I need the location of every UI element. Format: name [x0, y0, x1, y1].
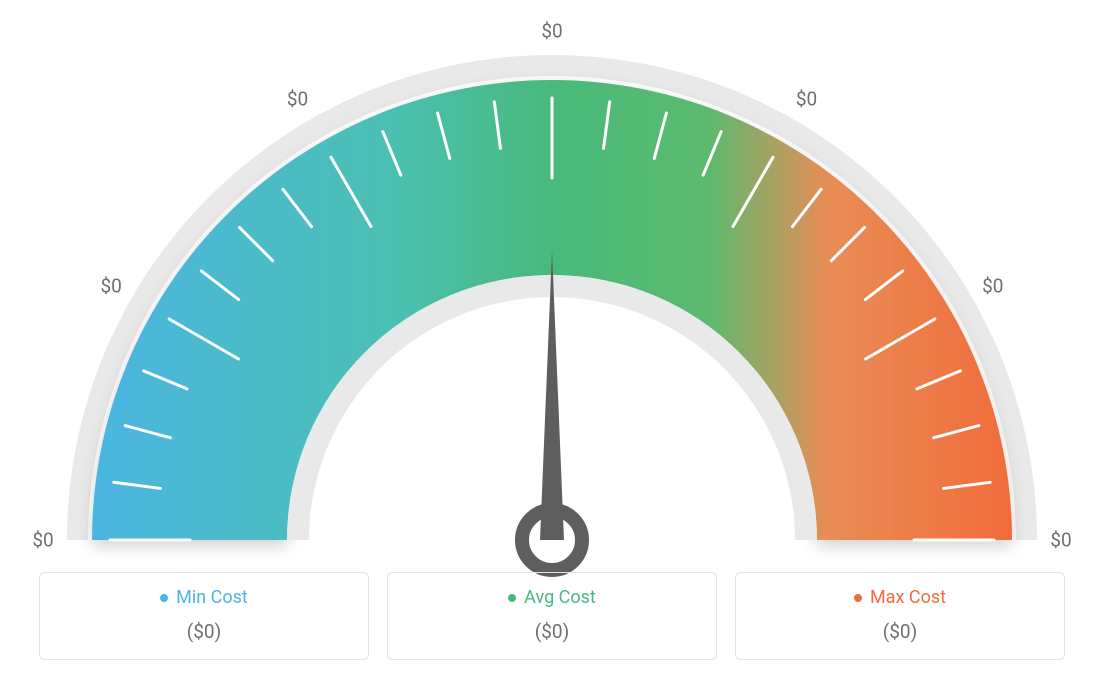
- legend-title-avg: Avg Cost: [508, 587, 596, 608]
- legend-dot-icon: [160, 594, 168, 602]
- legend-title-min: Min Cost: [160, 587, 248, 608]
- gauge-chart: $0 $0 $0 $0 $0 $0 $0: [32, 20, 1072, 560]
- legend-dot-icon: [854, 594, 862, 602]
- legend-card-avg: Avg Cost ($0): [387, 572, 717, 661]
- gauge-scale-label: $0: [101, 274, 122, 297]
- legend-dot-icon: [508, 594, 516, 602]
- gauge-scale-label: $0: [796, 88, 817, 111]
- cost-gauge-widget: $0 $0 $0 $0 $0 $0 $0 Min Cost ($0) Avg Cost ($…: [0, 0, 1104, 690]
- legend-label: Avg Cost: [524, 587, 596, 608]
- legend-card-min: Min Cost ($0): [39, 572, 369, 661]
- gauge-scale-label: $0: [541, 20, 562, 43]
- legend-card-max: Max Cost ($0): [735, 572, 1065, 661]
- gauge-scale-label: $0: [287, 88, 308, 111]
- legend-value-min: ($0): [50, 620, 358, 643]
- legend-title-max: Max Cost: [854, 587, 946, 608]
- gauge-scale-label: $0: [1050, 529, 1071, 552]
- legend-row: Min Cost ($0) Avg Cost ($0) Max Cost ($0…: [0, 572, 1104, 661]
- legend-value-avg: ($0): [398, 620, 706, 643]
- legend-value-max: ($0): [746, 620, 1054, 643]
- legend-label: Min Cost: [176, 587, 248, 608]
- gauge-svg: [32, 20, 1072, 580]
- gauge-scale-label: $0: [32, 529, 53, 552]
- gauge-scale-label: $0: [982, 274, 1003, 297]
- legend-label: Max Cost: [870, 587, 946, 608]
